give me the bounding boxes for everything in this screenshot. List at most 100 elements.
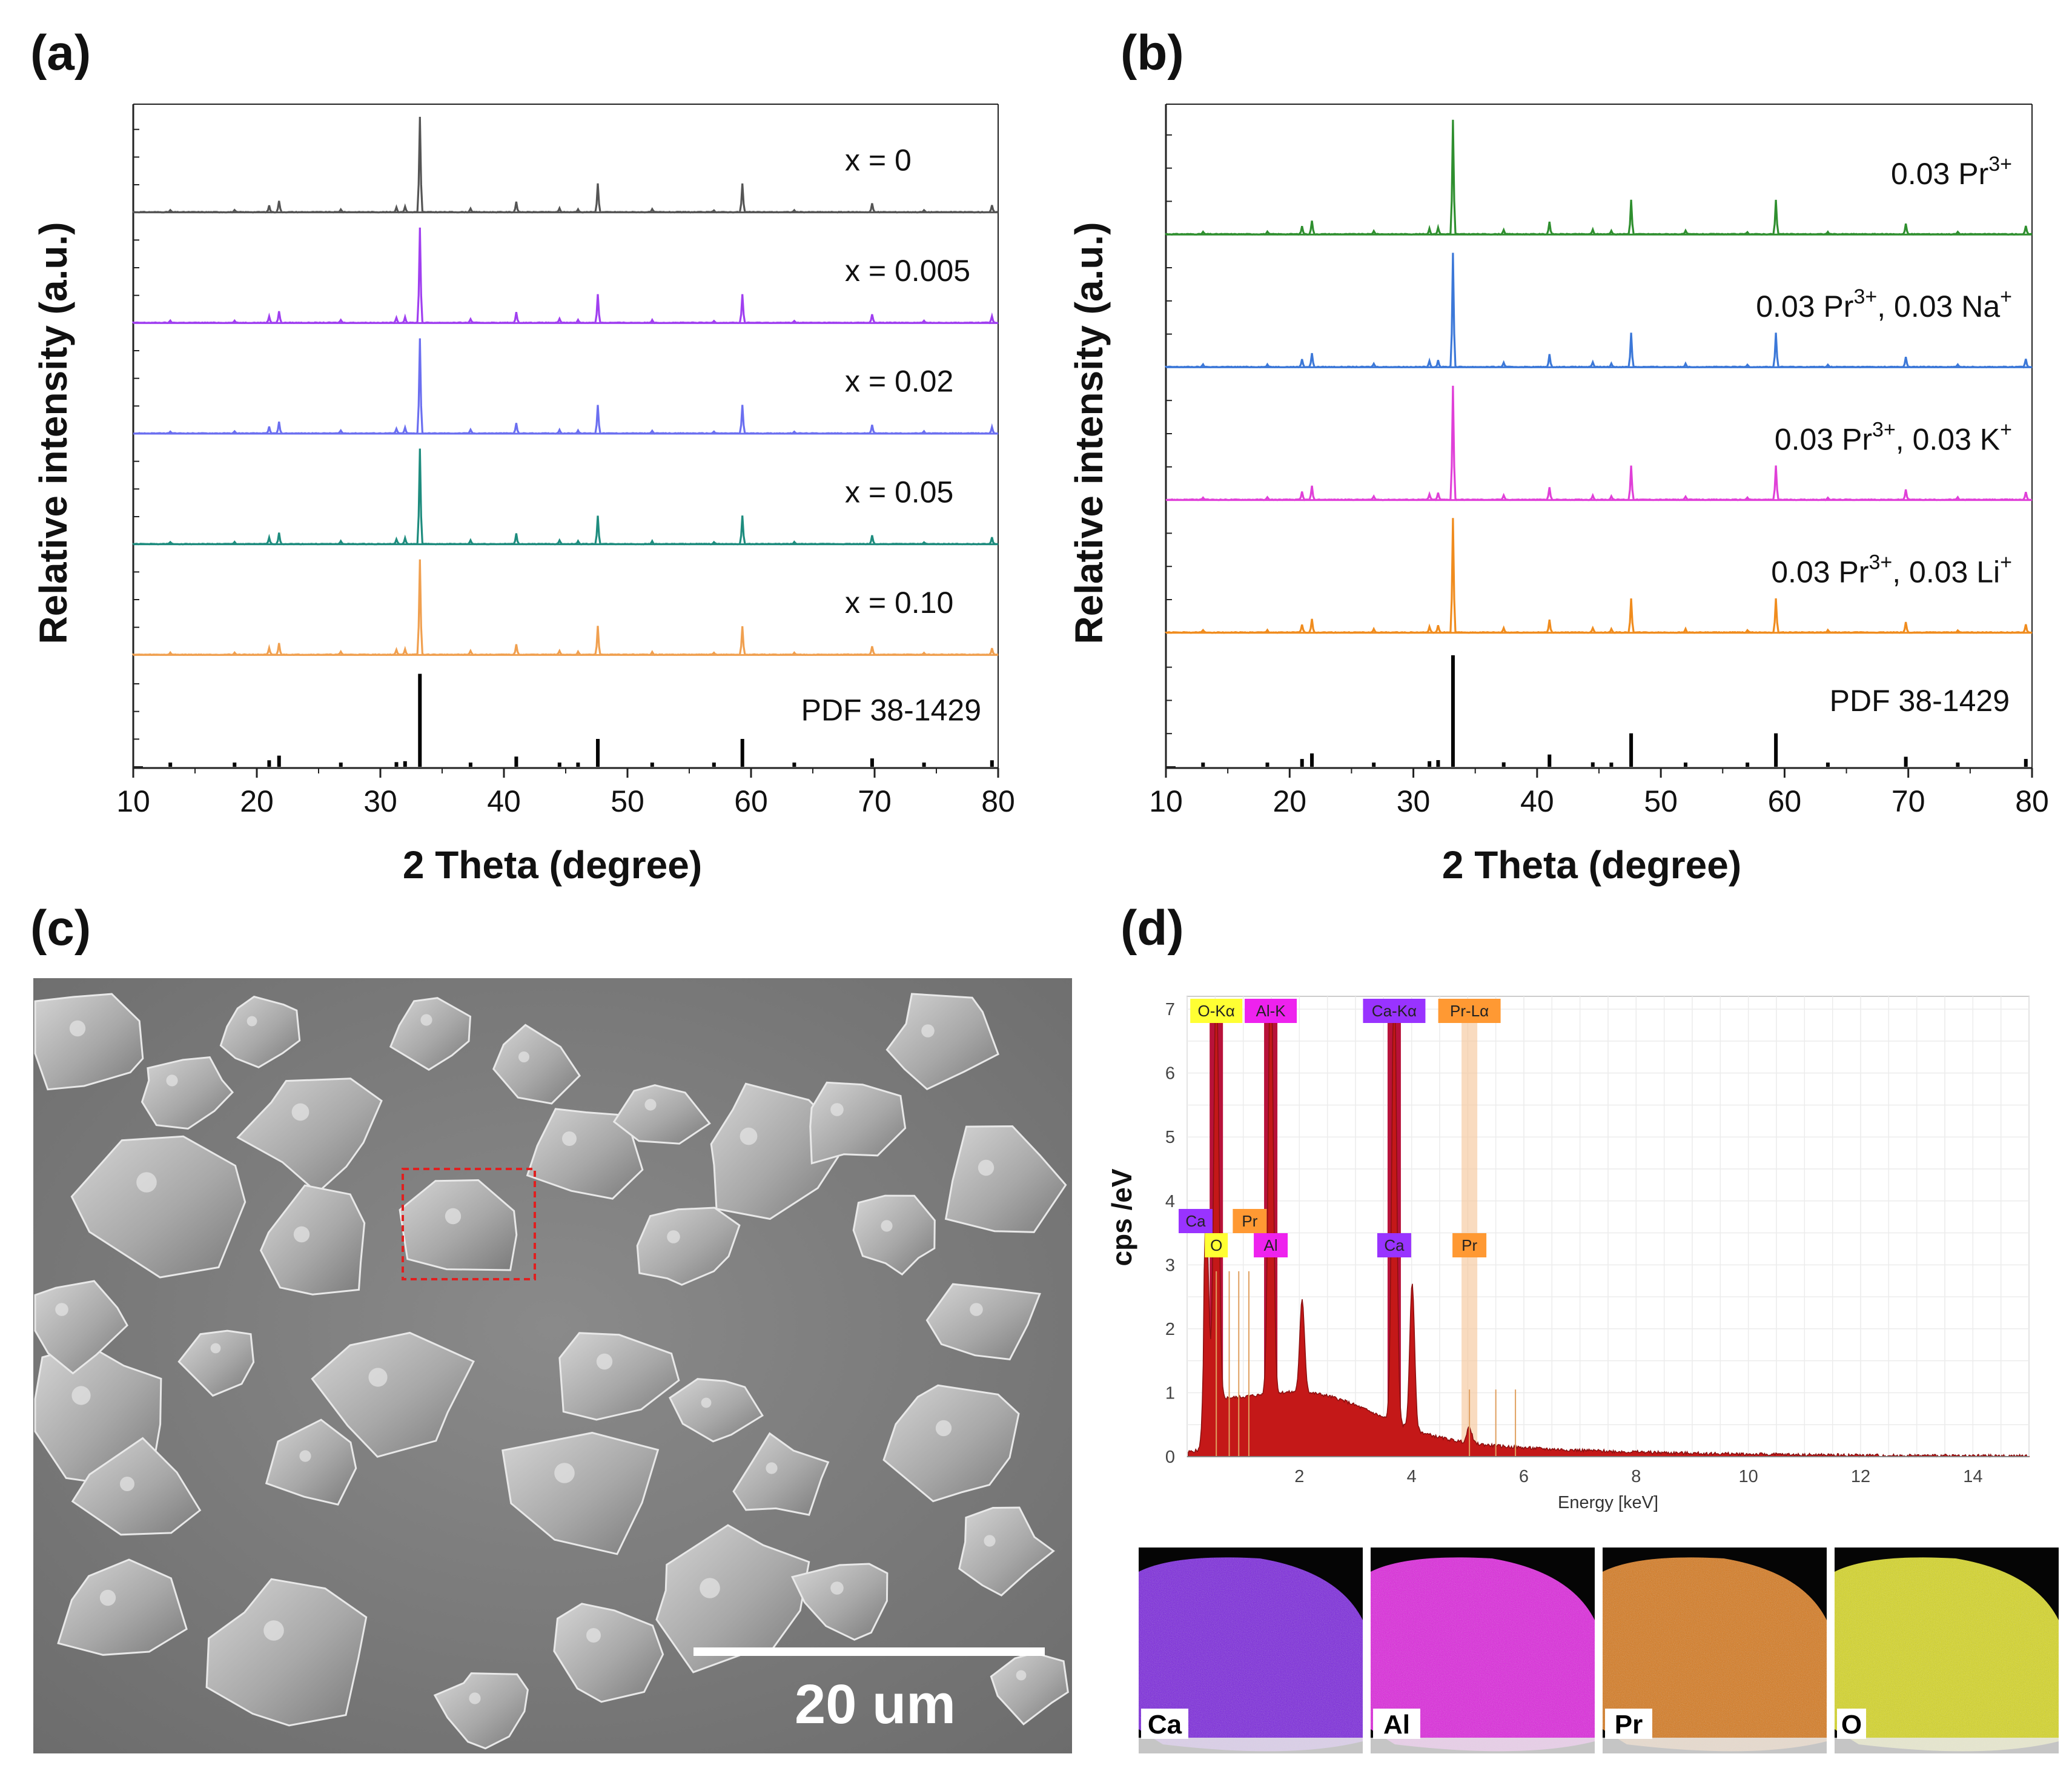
- eds-x-tick-label: 8: [1631, 1467, 1641, 1486]
- series-label: x = 0.02: [845, 365, 953, 399]
- map-label-box: [1141, 1709, 1188, 1739]
- map-label: Pr: [1615, 1710, 1643, 1740]
- series-label-sup: +: [2000, 551, 2012, 574]
- series-label-sup: 3+: [1872, 418, 1896, 441]
- sem-particle-highlight: [120, 1477, 134, 1491]
- series-label-sup: 3+: [1868, 551, 1892, 574]
- sem-particle: [57, 1558, 188, 1656]
- sem-particle: [553, 1603, 664, 1703]
- sem-particle-highlight: [299, 1450, 311, 1462]
- sem-particle-highlight: [970, 1303, 983, 1316]
- sem-particle: [433, 1672, 529, 1750]
- eds-element-marker: [1179, 1209, 1213, 1233]
- x-tick-label: 30: [363, 784, 397, 818]
- eds-element-marker: [1233, 1209, 1267, 1233]
- eds-y-tick-label: 4: [1165, 1192, 1175, 1211]
- sem-particle: [925, 1283, 1041, 1361]
- map-texture: [1835, 1557, 2059, 1752]
- sem-particle: [526, 1108, 644, 1200]
- sem-particle: [492, 1024, 581, 1105]
- map-info-bar: [1371, 1738, 1595, 1753]
- sem-particle: [141, 1056, 234, 1130]
- sem-particle-highlight: [291, 1103, 309, 1121]
- sem-scale-bar: [693, 1647, 1045, 1656]
- eds-y-tick-label: 5: [1165, 1128, 1175, 1147]
- sem-particle: [34, 993, 144, 1091]
- sem-particle: [990, 1652, 1069, 1726]
- series-label-sup: +: [2000, 418, 2012, 441]
- panel-label-b: (b): [1120, 25, 1184, 81]
- sem-scale-label: 20 um: [795, 1673, 956, 1735]
- sem-particle: [790, 1563, 889, 1641]
- eds-y-tick-label: 2: [1165, 1320, 1175, 1339]
- eds-element-marker: [1452, 1233, 1487, 1257]
- sem-selection-box: [402, 1168, 536, 1280]
- sem-image: 20 um: [33, 978, 1072, 1753]
- series-label: x = 0.005: [845, 254, 970, 288]
- map-label: O: [1841, 1710, 1862, 1740]
- x-tick-label: 10: [1149, 784, 1183, 818]
- eds-y-tick-label: 6: [1165, 1064, 1175, 1084]
- eds-element-marker: [1205, 1233, 1228, 1257]
- x-tick-label: 70: [858, 784, 892, 818]
- sem-particle-highlight: [700, 1578, 720, 1598]
- series-label: x = 0.10: [845, 586, 953, 620]
- map-texture: [1603, 1557, 1827, 1752]
- sem-particle: [205, 1578, 368, 1727]
- x-tick-label: 10: [116, 784, 150, 818]
- sem-particle-highlight: [881, 1220, 893, 1232]
- map-texture: [1371, 1557, 1595, 1752]
- x-tick-label: 50: [1644, 784, 1678, 818]
- sem-particle-highlight: [368, 1368, 388, 1387]
- eds-x-tick-label: 14: [1963, 1467, 1982, 1486]
- sem-particle: [70, 1135, 247, 1279]
- eds-line-tag: [1438, 999, 1501, 1023]
- sem-particle: [636, 1207, 741, 1286]
- eds-spectrum-area: [1188, 999, 2030, 1458]
- sem-particle-highlight: [984, 1535, 996, 1547]
- sem-particle: [236, 1077, 383, 1194]
- y-axis-title-b: Relative intensity (a.u.): [1067, 222, 1111, 644]
- eds-element-marker-label: Pr: [1242, 1212, 1257, 1230]
- reference-label: PDF 38-1429: [801, 693, 981, 727]
- sem-particle: [71, 1437, 202, 1536]
- series-label-sup: +: [2000, 285, 2012, 308]
- sem-particle-highlight: [210, 1343, 221, 1354]
- eds-element-marker: [1254, 1233, 1288, 1257]
- sem-particle-highlight: [518, 1051, 529, 1062]
- sem-particle-highlight: [921, 1024, 935, 1038]
- sem-particle-highlight: [293, 1226, 310, 1243]
- sem-particle: [852, 1194, 936, 1276]
- sem-particle-highlight: [740, 1127, 758, 1145]
- sem-particles: [34, 993, 1069, 1750]
- sem-particle: [389, 997, 472, 1071]
- sem-particle-highlight: [554, 1463, 575, 1483]
- series-label-base: 0.03 Pr: [1891, 157, 1988, 191]
- eds-x-tick-label: 10: [1739, 1467, 1758, 1486]
- sem-particle: [809, 1081, 907, 1165]
- sem-particle: [732, 1432, 830, 1516]
- series-label-mid: , 0.03 Li: [1892, 555, 2000, 589]
- sem-particle-highlight: [586, 1628, 601, 1643]
- sem-particle-highlight: [935, 1420, 952, 1437]
- eds-y-axis-title: cps /eV: [1106, 1168, 1137, 1266]
- y-axis-title-a: Relative intensity (a.u.): [31, 222, 75, 644]
- eds-element-marker-label: Ca: [1185, 1212, 1206, 1230]
- map-info-bar: [1139, 1738, 1363, 1753]
- eds-line-tag: [1190, 999, 1243, 1023]
- series-label: x = 0.05: [845, 475, 953, 509]
- sem-particle-highlight: [136, 1172, 157, 1193]
- x-axis-title-a: 2 Theta (degree): [403, 843, 702, 887]
- series-label: x = 0: [845, 143, 912, 177]
- x-tick-label: 20: [1273, 784, 1306, 818]
- panel-label-c: (c): [30, 901, 91, 956]
- xrd-plot-b: 2 Theta (degree) Relative intensity (a.u…: [1067, 104, 2049, 887]
- sem-particle-highlight: [263, 1620, 284, 1641]
- sem-particle-highlight: [562, 1131, 577, 1146]
- eds-line-tag: [1363, 999, 1426, 1023]
- map-info-bar: [1603, 1738, 1827, 1753]
- sem-particle-highlight: [166, 1074, 178, 1087]
- sem-particle-highlight: [71, 1386, 91, 1405]
- panel-label-a: (a): [30, 25, 91, 81]
